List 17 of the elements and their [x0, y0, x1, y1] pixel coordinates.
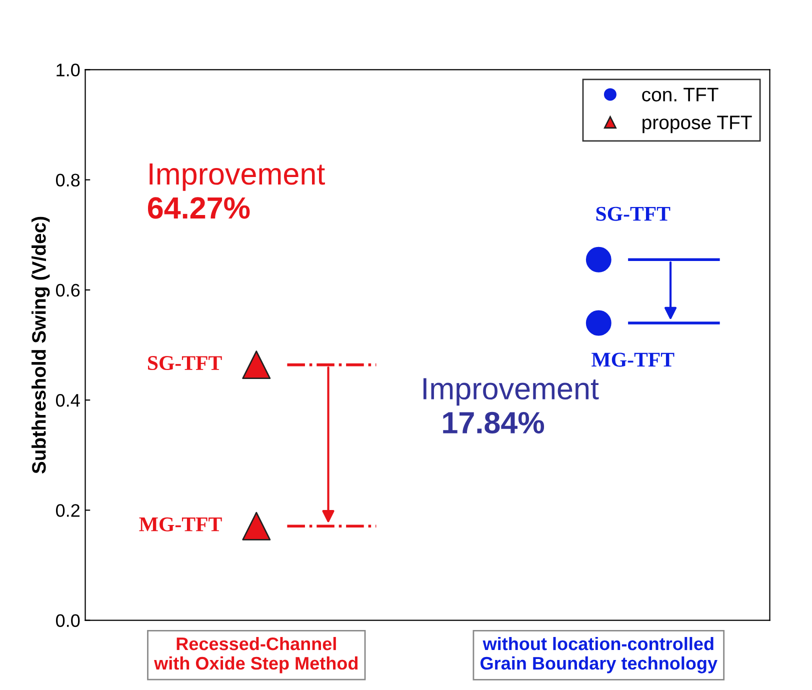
x-tick-label: without location-controlled Grain Boundary technology [480, 636, 718, 674]
annotation: SG-TFT [148, 356, 222, 370]
y-tick-label: 0.2 [56, 504, 80, 517]
y-tick-label: 0.8 [56, 174, 80, 187]
y-tick-label: 1.0 [56, 64, 80, 76]
y-axis-title: Subthreshold Swing (V/dec) [32, 216, 50, 474]
x-tick-label: Recessed-Channel with Oxide Step Method [154, 636, 358, 674]
annotation: MG-TFT [139, 517, 222, 532]
y-tick-label: 0.4 [56, 394, 80, 407]
y-tick-label: 0.6 [56, 284, 80, 297]
annotation: MG-TFT [592, 352, 674, 367]
annotation: Improvement 17.84% [423, 378, 599, 434]
legend-label: con. TFT [642, 88, 718, 102]
y-tick-label: 0.0 [56, 614, 80, 628]
legend-label: propose TFT [642, 116, 752, 134]
annotation: Improvement 64.27% [148, 163, 325, 219]
annotation: SG-TFT [596, 206, 670, 221]
